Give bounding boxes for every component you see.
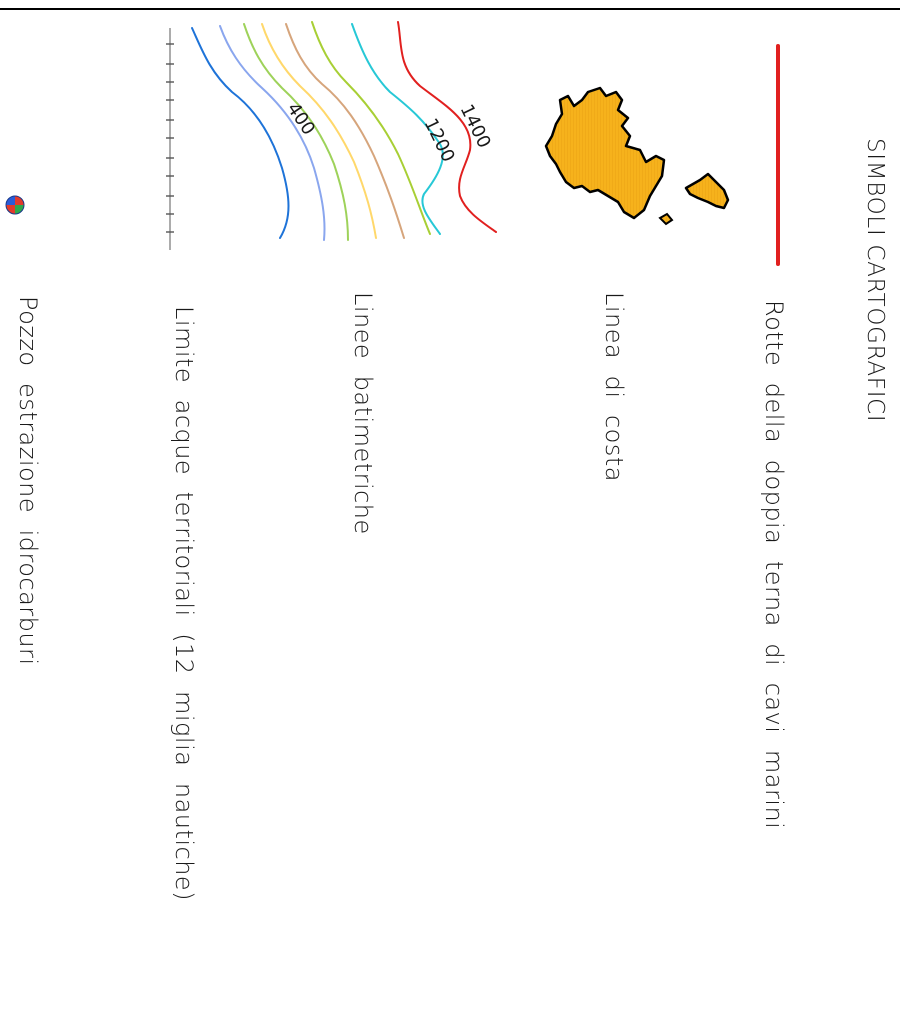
bathymetry-label-1200: 1200 xyxy=(420,115,459,165)
legend-label-territorial-limit: Limite acque territoriali (12 miglia nau… xyxy=(170,306,198,901)
bathymetric-contours-symbol: 400 1200 1400 xyxy=(191,21,497,241)
top-border-line xyxy=(0,8,900,10)
legend-label-hydrocarbon-well: Pozzo estrazione idrocarburi xyxy=(14,296,42,666)
legend-label-bathymetric-lines: Linee batimetriche xyxy=(349,292,377,535)
legend-label-cable-routes: Rotte della doppia terna di cavi marini xyxy=(760,300,788,830)
bathymetry-label-400: 400 xyxy=(282,99,319,139)
bathymetry-label-1400: 1400 xyxy=(456,101,495,151)
territorial-waters-limit-symbol xyxy=(166,28,174,250)
coastline-symbol xyxy=(544,86,730,226)
well-icon xyxy=(5,195,25,215)
legend-label-coastline: Linea di costa xyxy=(600,292,628,482)
